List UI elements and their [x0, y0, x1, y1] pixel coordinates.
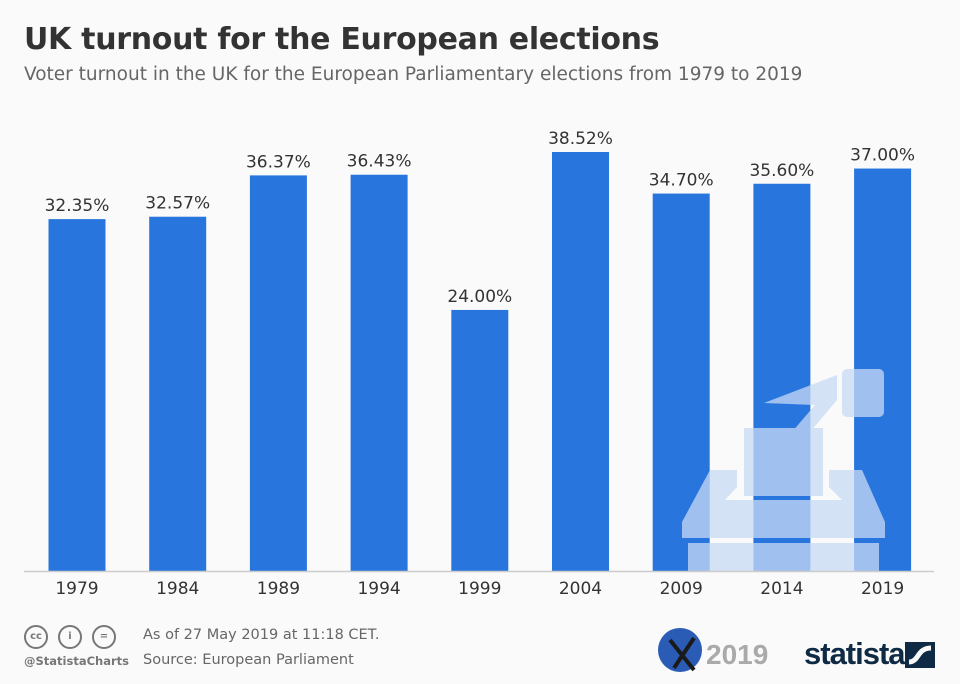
bar-2004	[552, 152, 609, 571]
eu-election-logo-icon	[658, 628, 702, 672]
bar-1984	[149, 216, 207, 571]
x-tick-label: 1994	[357, 579, 400, 599]
data-label: 35.60%	[749, 161, 814, 181]
cc-icon: cc	[24, 625, 48, 649]
data-label: 24.00%	[447, 287, 512, 307]
x-tick-label: 1984	[156, 579, 199, 599]
data-label: 38.52%	[548, 129, 613, 149]
ballot-box-icon	[682, 369, 885, 571]
x-tick-label: 2019	[861, 579, 904, 599]
data-label: 36.43%	[347, 152, 412, 172]
bar-chart: 32.35% 1979 32.57% 1984 36.37% 1989 36.43% 1994…	[24, 129, 934, 599]
data-label: 34.70%	[649, 171, 714, 191]
data-label: 32.57%	[145, 194, 210, 214]
bar-1979	[48, 219, 106, 572]
nd-icon: =	[92, 625, 116, 649]
statista-logo[interactable]: statista	[804, 636, 906, 671]
statista-handle[interactable]: @StatistaCharts	[24, 654, 129, 668]
x-tick-label: 1979	[55, 579, 98, 599]
data-label: 37.00%	[850, 146, 915, 166]
data-label: 36.37%	[246, 152, 311, 172]
chart-subtitle: Voter turnout in the UK for the European…	[24, 64, 803, 85]
chart-title: UK turnout for the European elections	[24, 22, 660, 57]
x-tick-label: 1989	[257, 579, 300, 599]
data-label: 32.35%	[45, 196, 110, 216]
x-tick-label: 2014	[760, 579, 803, 599]
bar-1994	[350, 174, 408, 572]
election-year-logo: 2019	[706, 639, 769, 670]
bar-1999	[451, 309, 509, 571]
source-note[interactable]: Source: European Parliament	[143, 652, 354, 668]
statista-logo-icon	[905, 642, 935, 668]
x-tick-label: 1999	[458, 579, 501, 599]
bar-1989	[249, 175, 307, 572]
x-tick-label: 2004	[559, 579, 602, 599]
date-note: As of 27 May 2019 at 11:18 CET.	[143, 627, 380, 643]
by-icon: i	[58, 625, 82, 649]
x-tick-label: 2009	[660, 579, 703, 599]
